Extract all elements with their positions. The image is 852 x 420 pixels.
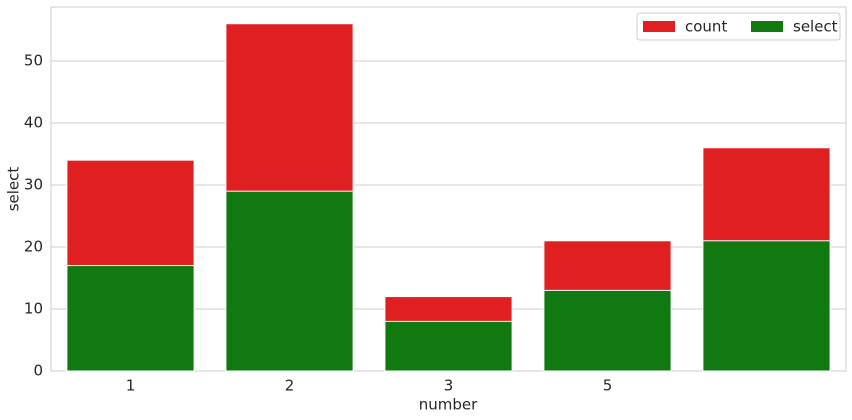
x-tick-label: 1 bbox=[126, 377, 136, 395]
bar bbox=[543, 289, 672, 372]
legend-swatch bbox=[751, 21, 783, 32]
x-tick-label: 5 bbox=[603, 377, 613, 395]
bar bbox=[384, 320, 513, 372]
y-tick-label: 50 bbox=[24, 51, 43, 69]
y-axis-label: select bbox=[5, 167, 23, 212]
legend-swatch bbox=[643, 21, 675, 32]
x-tick-label: 3 bbox=[444, 377, 454, 395]
bar bbox=[225, 190, 354, 372]
y-tick-label: 10 bbox=[24, 299, 43, 317]
y-tick-label: 30 bbox=[24, 175, 43, 193]
legend-box bbox=[636, 12, 841, 41]
x-axis-label: number bbox=[419, 396, 478, 414]
y-tick-label: 20 bbox=[24, 237, 43, 255]
y-tick-label: 40 bbox=[24, 113, 43, 131]
bar bbox=[66, 265, 195, 372]
bar bbox=[702, 240, 831, 372]
legend-label: select bbox=[793, 18, 838, 36]
x-tick-label: 2 bbox=[285, 377, 295, 395]
legend-label: count bbox=[685, 18, 727, 36]
y-tick-label: 0 bbox=[33, 362, 43, 380]
